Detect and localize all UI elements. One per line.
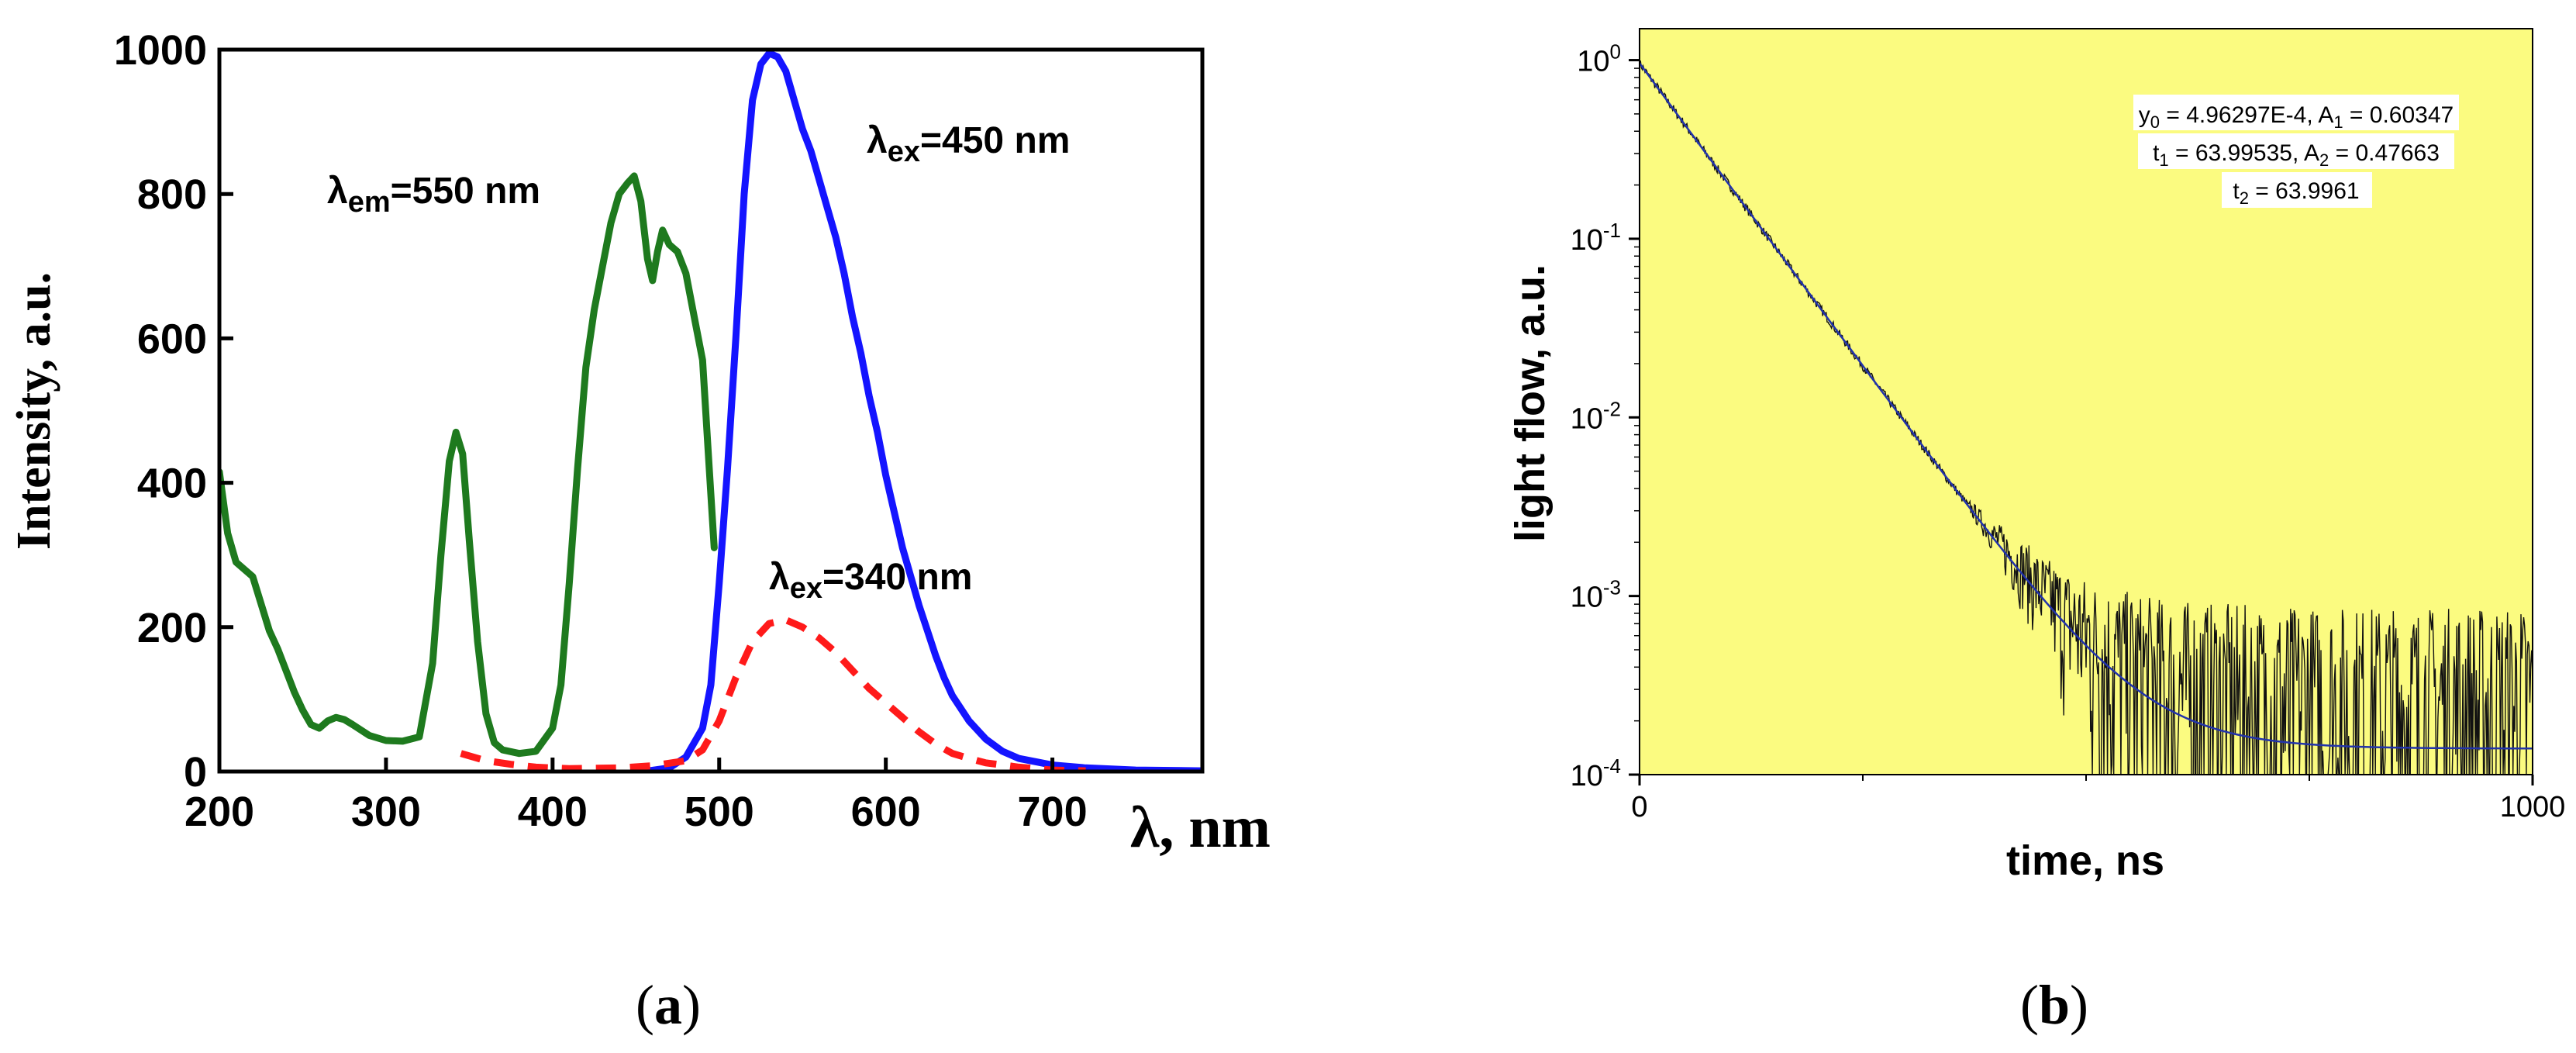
series-red-line xyxy=(460,616,1086,772)
y-tick-label: 100 xyxy=(1577,40,1621,78)
panel-b: 0 1000 10-4 10-3 10-2 10-1 100 y0 = 4.96297E-4… xyxy=(1507,28,2566,1036)
panel-b-ticks: 0 1000 10-4 10-3 10-2 10-1 100 xyxy=(1571,40,2566,823)
panel-b-x-axis-label: time, ns xyxy=(2006,837,2164,884)
fit-param-line-3: t2 = 63.9961 xyxy=(2233,178,2359,208)
x-tick-label: 300 xyxy=(351,789,421,835)
y-tick-label: 10-2 xyxy=(1571,397,1621,435)
x-tick-label: 200 xyxy=(184,789,254,835)
fit-param-line-2: t1 = 63.99535, A2 = 0.47663 xyxy=(2153,140,2440,170)
fit-curve xyxy=(1640,62,2533,750)
panel-b-caption: (b) xyxy=(2020,974,2088,1036)
x-tick-label: 400 xyxy=(518,789,588,835)
label-lambda-ex-450: λex=450 nm xyxy=(867,120,1070,168)
panel-a-caption: (a) xyxy=(636,974,701,1036)
series-green-line xyxy=(219,172,718,758)
panel-a-y-axis-label: Intensity, a.u. xyxy=(8,272,60,550)
fit-param-line-1: y0 = 4.96297E-4, A1 = 0.60347 xyxy=(2139,102,2454,132)
panel-b-y-axis-label: light flow, a.u. xyxy=(1507,264,1554,542)
x-tick-label: 600 xyxy=(851,789,921,835)
y-tick-label: 200 xyxy=(137,605,207,651)
y-tick-label: 10-1 xyxy=(1571,219,1621,257)
x-tick-label: 700 xyxy=(1018,789,1088,835)
panel-a-plot-frame xyxy=(217,47,1205,774)
label-lambda-ex-340: λex=340 nm xyxy=(769,557,972,605)
y-tick-label: 400 xyxy=(137,461,207,507)
y-tick-label: 10-4 xyxy=(1571,754,1621,792)
y-tick-label: 10-3 xyxy=(1571,576,1621,614)
panel-a-x-axis-label: λ, nm xyxy=(1130,795,1271,860)
y-tick-label: 600 xyxy=(137,316,207,362)
fit-parameters-box: y0 = 4.96297E-4, A1 = 0.60347 t1 = 63.99… xyxy=(2133,95,2459,208)
label-lambda-em-550: λem=550 nm xyxy=(327,171,540,219)
x-tick-label: 0 xyxy=(1631,791,1647,823)
y-tick-label: 1000 xyxy=(114,27,207,74)
y-tick-label: 0 xyxy=(184,749,207,796)
x-tick-label: 1000 xyxy=(2500,791,2566,823)
series-blue-line xyxy=(640,50,1202,772)
measured-decay-trace xyxy=(1640,60,2533,775)
y-tick-label: 800 xyxy=(137,171,207,218)
x-tick-label: 500 xyxy=(685,789,754,835)
